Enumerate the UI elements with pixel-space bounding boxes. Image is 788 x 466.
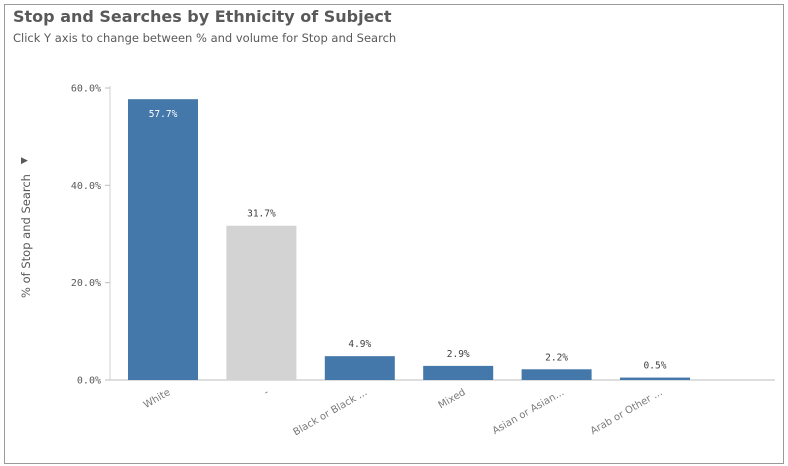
bar[interactable] xyxy=(423,365,494,380)
chart-title: Stop and Searches by Ethnicity of Subjec… xyxy=(13,7,392,26)
x-tick-label[interactable]: Arab or Other ... xyxy=(589,387,665,437)
x-tick-label[interactable]: - xyxy=(262,387,271,399)
data-label: 2.2% xyxy=(545,352,568,363)
y-tick-label[interactable]: 0.0% xyxy=(77,376,101,387)
triangle-right-icon[interactable]: ▶ xyxy=(21,156,28,166)
data-label: 57.7% xyxy=(149,109,178,120)
chart-subtitle: Click Y axis to change between % and vol… xyxy=(13,31,397,45)
bar[interactable] xyxy=(620,377,690,380)
y-tick-label[interactable]: 60.0% xyxy=(71,84,101,95)
data-label: 2.9% xyxy=(447,349,470,360)
bar[interactable] xyxy=(521,369,592,380)
x-tick-label[interactable]: Black or Black ... xyxy=(292,387,370,438)
bar[interactable] xyxy=(226,225,297,380)
data-label: 31.7% xyxy=(247,209,276,220)
data-label: 4.9% xyxy=(348,339,371,350)
bar[interactable] xyxy=(128,99,198,381)
y-tick-label[interactable]: 20.0% xyxy=(71,278,101,289)
y-tick-label[interactable]: 40.0% xyxy=(71,181,101,192)
x-tick-label[interactable]: Mixed xyxy=(437,387,468,411)
bar[interactable] xyxy=(324,356,395,380)
x-tick-label[interactable]: White xyxy=(142,387,173,411)
x-tick-label[interactable]: Asian or Asian... xyxy=(491,387,566,437)
data-label: 0.5% xyxy=(644,361,667,372)
